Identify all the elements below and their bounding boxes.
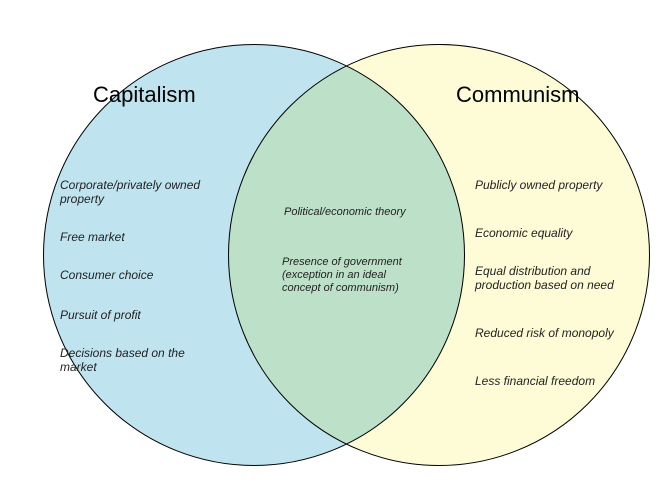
right-item: Publicly owned property xyxy=(475,178,630,192)
left-item: Decisions based on the market xyxy=(60,346,220,375)
left-item: Consumer choice xyxy=(60,268,210,282)
left-item: Pursuit of profit xyxy=(60,308,210,322)
right-circle xyxy=(228,44,650,466)
right-item: Less financial freedom xyxy=(475,374,630,388)
center-item: Political/economic theory xyxy=(284,206,414,219)
right-item: Equal distribution and production based … xyxy=(475,264,635,293)
right-title: Communism xyxy=(456,82,579,108)
center-item: Presence of government (exception in an … xyxy=(282,256,416,296)
right-item: Economic equality xyxy=(475,226,630,240)
right-item: Reduced risk of monopoly xyxy=(475,326,630,340)
left-title: Capitalism xyxy=(93,82,196,108)
left-item: Free market xyxy=(60,230,210,244)
left-item: Corporate/privately owned property xyxy=(60,178,210,207)
venn-diagram: Capitalism Communism Corporate/privately… xyxy=(0,0,672,503)
